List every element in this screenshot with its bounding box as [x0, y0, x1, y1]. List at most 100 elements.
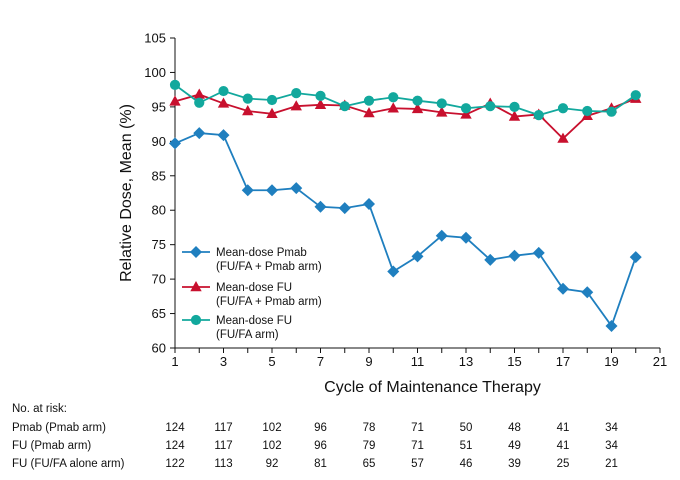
legend-label: Mean-dose FU [216, 282, 292, 294]
legend-item: Mean-dose Pmab (FU/FA + Pmab arm) [182, 246, 322, 273]
at-risk-value: 71 [411, 422, 424, 434]
at-risk-value: 113 [214, 458, 232, 470]
data-point [193, 127, 206, 140]
at-risk-value: 39 [508, 458, 521, 470]
data-point [460, 231, 472, 244]
y-tick-label: 70 [152, 272, 166, 287]
y-tick-label: 65 [152, 306, 166, 321]
data-point [266, 184, 278, 197]
data-point [169, 95, 181, 106]
data-point [388, 92, 399, 103]
data-point [606, 106, 617, 117]
data-point [363, 107, 375, 118]
legend-item: Mean-dose FU (FU/FA + Pmab arm) [182, 281, 322, 308]
data-point [629, 251, 642, 264]
at-risk-value: 124 [165, 422, 185, 434]
x-tick-label: 17 [556, 354, 570, 369]
x-tick-label: 13 [459, 354, 473, 369]
legend-label-sub: (FU/FA arm) [216, 329, 279, 341]
data-point [290, 182, 303, 195]
at-risk-value: 117 [214, 440, 232, 452]
y-tick-label: 85 [152, 168, 166, 183]
data-point [582, 105, 593, 117]
data-point [581, 286, 594, 299]
at-risk-row: FU (Pmab arm) 124 117 102 96 79 71 51 49 41 34 [12, 440, 618, 452]
at-risk-value: 124 [165, 440, 185, 452]
data-point [460, 108, 472, 119]
data-point [411, 250, 424, 263]
series-line [174, 93, 637, 140]
at-risk-row: Pmab (Pmab arm) 124 117 102 96 78 71 50 48 41 34 [12, 422, 618, 434]
y-axis-title: Relative Dose, Mean (%) [118, 104, 135, 282]
legend-label: Mean-dose FU [216, 315, 292, 327]
at-risk-value: 81 [314, 458, 327, 470]
data-point [363, 198, 375, 211]
data-point [533, 110, 544, 121]
at-risk-header: No. at risk: [12, 403, 67, 415]
data-point [508, 249, 521, 262]
data-point [314, 98, 327, 110]
x-tick-label: 1 [171, 354, 178, 369]
at-risk-value: 34 [605, 422, 618, 434]
data-point [217, 129, 230, 142]
data-point [630, 90, 641, 101]
y-tick-label: 100 [144, 65, 166, 80]
at-risk-value: 71 [411, 440, 424, 452]
data-point [411, 102, 424, 114]
data-point [291, 88, 302, 99]
at-risk-row-label: Pmab (Pmab arm) [12, 422, 106, 434]
data-point [532, 246, 545, 259]
at-risk-value: 48 [508, 422, 521, 434]
at-risk-value: 57 [411, 458, 424, 470]
x-tick-label: 15 [507, 354, 521, 369]
data-point [218, 85, 229, 97]
data-point [169, 137, 181, 150]
at-risk-value: 51 [460, 440, 473, 452]
at-risk-value: 122 [165, 458, 184, 470]
x-tick-label: 19 [604, 354, 618, 369]
data-point [169, 79, 181, 90]
legend-marker [190, 281, 202, 292]
x-tick-label: 9 [365, 354, 372, 369]
x-tick-label: 11 [411, 354, 425, 369]
x-tick-label: 3 [220, 354, 227, 369]
data-point [266, 107, 278, 118]
y-tick-label: 60 [152, 341, 166, 356]
data-point [509, 101, 520, 112]
at-risk-value: 46 [460, 458, 473, 470]
series-3 [169, 79, 641, 121]
data-point [435, 229, 448, 242]
y-tick-label: 95 [152, 99, 166, 114]
data-point [314, 200, 327, 213]
series-1 [169, 127, 642, 332]
legend: Mean-dose Pmab(FU/FA + Pmab arm) Mean-dos… [182, 246, 322, 341]
data-point [557, 103, 569, 114]
y-tick-label: 75 [152, 237, 166, 252]
data-point [436, 106, 448, 117]
x-axis-title: Cycle of Maintenance Therapy [324, 379, 541, 396]
y-tick-label: 90 [152, 134, 166, 149]
data-point [242, 93, 253, 104]
legend-marker [190, 314, 202, 326]
data-point [338, 202, 351, 215]
data-point [387, 102, 399, 113]
at-risk-value: 102 [262, 422, 281, 434]
data-point [217, 97, 230, 108]
data-point [484, 253, 497, 266]
x-tick-label: 5 [268, 354, 275, 369]
data-point [194, 97, 205, 108]
legend-label-sub: (FU/FA + Pmab arm) [216, 261, 322, 273]
data-point [460, 103, 472, 114]
at-risk-row-label: FU (Pmab arm) [12, 440, 91, 452]
at-risk-value: 21 [605, 458, 618, 470]
x-tick-label: 21 [653, 354, 667, 369]
x-tick-label: 7 [317, 354, 324, 369]
at-risk-value: 34 [605, 440, 618, 452]
data-point [290, 100, 302, 111]
at-risk-value: 117 [214, 422, 232, 434]
data-point [266, 94, 278, 106]
legend-item: Mean-dose FU (FU/FA arm) [182, 314, 292, 341]
data-point [242, 105, 254, 116]
